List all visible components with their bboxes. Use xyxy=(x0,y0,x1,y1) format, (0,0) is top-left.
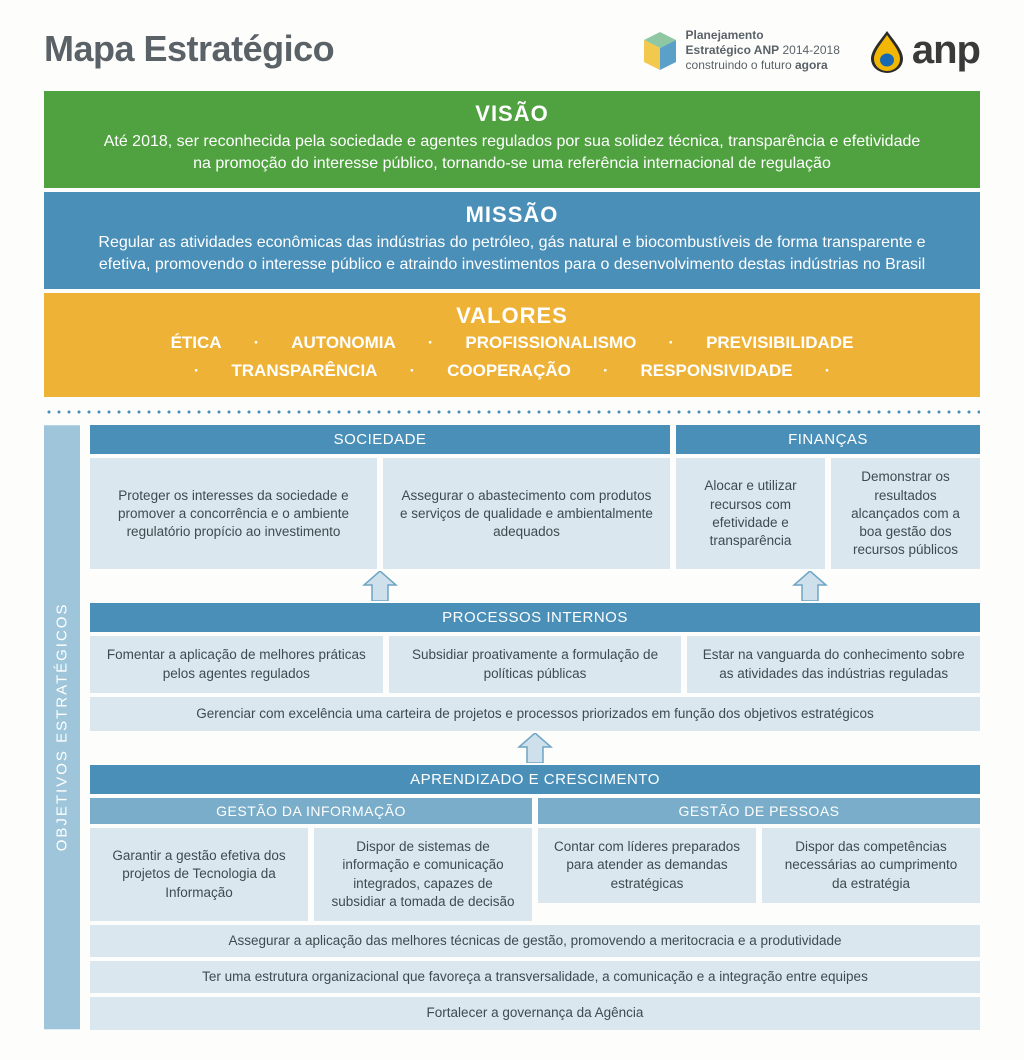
processos-wide-cell: Gerenciar com excelência uma carteira de… xyxy=(90,697,980,731)
plan-line1: Planejamento xyxy=(686,28,764,42)
processos-cell: Fomentar a aplicação de melhores prática… xyxy=(90,636,383,692)
aprendizado-wide-cell: Assegurar a aplicação das melhores técni… xyxy=(90,925,980,957)
plan-branding: Planejamento Estratégico ANP 2014-2018 c… xyxy=(642,28,840,73)
processos-cell: Estar na vanguarda do conhecimento sobre… xyxy=(687,636,980,692)
aprendizado-header: APRENDIZADO E CRESCIMENTO xyxy=(90,765,980,794)
values-list: ÉTICA · AUTONOMIA · PROFISSIONALISMO · PREV… xyxy=(94,333,930,381)
separator-dot: · xyxy=(194,361,200,381)
plan-text: Planejamento Estratégico ANP 2014-2018 c… xyxy=(686,28,840,73)
processos-section: PROCESSOS INTERNOS Fomentar a aplicação … xyxy=(90,603,980,731)
value-item: PROFISSIONALISMO xyxy=(465,333,636,353)
separator-dot: · xyxy=(603,361,609,381)
info-cell: Garantir a gestão efetiva dos projetos d… xyxy=(90,828,308,921)
value-item: ÉTICA xyxy=(171,333,222,353)
value-item: COOPERAÇÃO xyxy=(447,361,571,381)
up-arrow-icon xyxy=(790,571,830,601)
info-column: GESTÃO DA INFORMAÇÃO Garantir a gestão e… xyxy=(90,798,532,921)
vision-band: VISÃO Até 2018, ser reconhecida pela soc… xyxy=(44,91,980,188)
vision-body: Até 2018, ser reconhecida pela sociedade… xyxy=(94,131,930,174)
values-title: VALORES xyxy=(94,303,930,329)
aprendizado-wide-cell: Fortalecer a governança da Agência xyxy=(90,997,980,1029)
pessoas-header: GESTÃO DE PESSOAS xyxy=(538,798,980,824)
branding-row: Planejamento Estratégico ANP 2014-2018 c… xyxy=(642,28,980,73)
plan-line2b: 2014-2018 xyxy=(779,43,840,57)
aprendizado-wide-cell: Ter uma estrutura organizacional que fav… xyxy=(90,961,980,993)
objectives-body: SOCIEDADE Proteger os interesses da soci… xyxy=(90,425,980,1029)
financas-header: FINANÇAS xyxy=(676,425,980,454)
anp-drop-icon xyxy=(868,29,906,73)
page-header: Mapa Estratégico Planejamento Estratégic… xyxy=(44,28,980,73)
mission-title: MISSÃO xyxy=(94,202,930,228)
pessoas-column: GESTÃO DE PESSOAS Contar com líderes pre… xyxy=(538,798,980,921)
plan-line3a: construindo o futuro xyxy=(686,58,795,72)
objectives-wrapper: OBJETIVOS ESTRATÉGICOS SOCIEDADE Protege… xyxy=(44,425,980,1029)
separator-dot: · xyxy=(668,333,674,353)
processos-cell: Subsidiar proativamente a formulação de … xyxy=(389,636,682,692)
page-title: Mapa Estratégico xyxy=(44,28,334,70)
separator-dot: · xyxy=(254,333,260,353)
anp-logo: anp xyxy=(868,28,980,73)
sociedade-column: SOCIEDADE Proteger os interesses da soci… xyxy=(90,425,670,569)
objectives-vertical-label: OBJETIVOS ESTRATÉGICOS xyxy=(44,425,80,1029)
separator-dot: · xyxy=(409,361,415,381)
pessoas-cell: Dispor das competências necessárias ao c… xyxy=(762,828,980,903)
plan-line3b: agora xyxy=(795,58,828,72)
sociedade-cell: Proteger os interesses da sociedade e pr… xyxy=(90,458,377,569)
plan-line2a: Estratégico ANP xyxy=(686,43,780,57)
separator-dot: · xyxy=(428,333,434,353)
value-item: PREVISIBILIDADE xyxy=(706,333,853,353)
vision-title: VISÃO xyxy=(94,101,930,127)
pessoas-cell: Contar com líderes preparados para atend… xyxy=(538,828,756,903)
dotted-divider xyxy=(44,409,980,415)
financas-column: FINANÇAS Alocar e utilizar recursos com … xyxy=(676,425,980,569)
mission-band: MISSÃO Regular as atividades econômicas … xyxy=(44,192,980,289)
financas-cell: Alocar e utilizar recursos com efetivida… xyxy=(676,458,825,569)
sociedade-cell: Assegurar o abastecimento com produtos e… xyxy=(383,458,670,569)
top-perspectives-row: SOCIEDADE Proteger os interesses da soci… xyxy=(90,425,980,569)
plan-cube-icon xyxy=(642,30,678,72)
sociedade-header: SOCIEDADE xyxy=(90,425,670,454)
aprendizado-section: APRENDIZADO E CRESCIMENTO GESTÃO DA INFO… xyxy=(90,765,980,1030)
value-item: TRANSPARÊNCIA xyxy=(231,361,377,381)
info-cell: Dispor de sistemas de informação e comun… xyxy=(314,828,532,921)
mission-body: Regular as atividades econômicas das ind… xyxy=(94,232,930,275)
info-header: GESTÃO DA INFORMAÇÃO xyxy=(90,798,532,824)
up-arrow-icon xyxy=(360,571,400,601)
financas-cell: Demonstrar os resultados alcançados com … xyxy=(831,458,980,569)
value-item: AUTONOMIA xyxy=(291,333,396,353)
values-band: VALORES ÉTICA · AUTONOMIA · PROFISSIONALIS… xyxy=(44,293,980,397)
arrow-row-2 xyxy=(90,735,980,761)
separator-dot: · xyxy=(825,361,831,381)
value-item: RESPONSIVIDADE xyxy=(641,361,793,381)
up-arrow-icon xyxy=(515,733,555,763)
arrow-row-1 xyxy=(90,573,980,599)
processos-header: PROCESSOS INTERNOS xyxy=(90,603,980,632)
anp-wordmark: anp xyxy=(912,28,980,73)
